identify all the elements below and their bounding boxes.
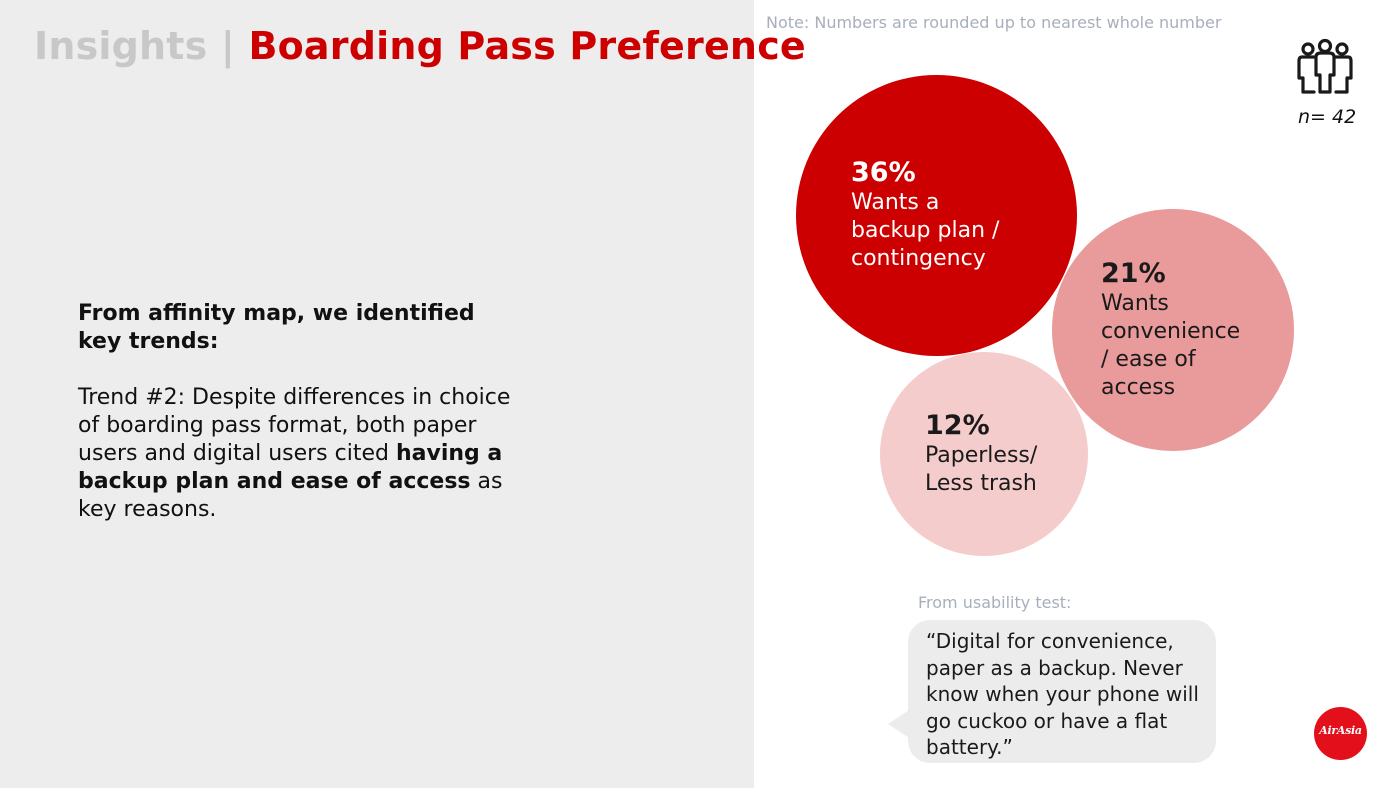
trend-text-bold: having a backup plan and ease of access bbox=[78, 441, 503, 494]
bubble-percent: 12% bbox=[925, 410, 990, 441]
bubble-label: Paperless/ Less trash bbox=[925, 443, 1038, 496]
bubble-convenience: 21% Wants convenience / ease of access bbox=[1052, 209, 1294, 451]
airasia-logo: AirAsia bbox=[1314, 707, 1367, 760]
title-prefix: Insights bbox=[34, 24, 208, 68]
trend-text-end: as key reasons. bbox=[78, 469, 503, 522]
left-panel: Insights | Boarding Pass Preference From… bbox=[0, 0, 806, 788]
bubble-label: Wants convenience / ease of access bbox=[1101, 291, 1241, 400]
bubble-label: Wants a backup plan / contingency bbox=[851, 190, 1000, 271]
trend-text-start: Trend #2: Despite differences in choice … bbox=[78, 385, 511, 466]
quote-text: “Digital for convenience, paper as a bac… bbox=[926, 629, 1199, 759]
bubble-text: 21% Wants convenience / ease of access bbox=[1101, 258, 1281, 402]
rounding-note: Note: Numbers are rounded up to nearest … bbox=[766, 13, 1222, 32]
usability-label: From usability test: bbox=[918, 593, 1072, 612]
sample-size: n= 42 bbox=[1298, 106, 1357, 128]
bubble-backup-plan: 36% Wants a backup plan / contingency bbox=[796, 75, 1077, 356]
title-main: Boarding Pass Preference bbox=[248, 24, 806, 68]
bubble-paperless: 12% Paperless/ Less trash bbox=[880, 352, 1088, 556]
intro-heading: From affinity map, we identified key tre… bbox=[78, 301, 475, 354]
bubble-text: 36% Wants a backup plan / contingency bbox=[851, 157, 1041, 273]
bubble-text: 12% Paperless/ Less trash bbox=[925, 410, 1075, 498]
title-separator: | bbox=[220, 24, 236, 68]
people-group-icon bbox=[1297, 38, 1353, 94]
bubble-percent: 21% bbox=[1101, 258, 1166, 289]
trend-paragraph: Trend #2: Despite differences in choice … bbox=[78, 384, 518, 524]
bubble-percent: 36% bbox=[851, 157, 916, 188]
quote-bubble: “Digital for convenience, paper as a bac… bbox=[908, 620, 1216, 763]
page-title: Insights | Boarding Pass Preference bbox=[34, 24, 806, 68]
logo-text: AirAsia bbox=[1319, 724, 1362, 737]
